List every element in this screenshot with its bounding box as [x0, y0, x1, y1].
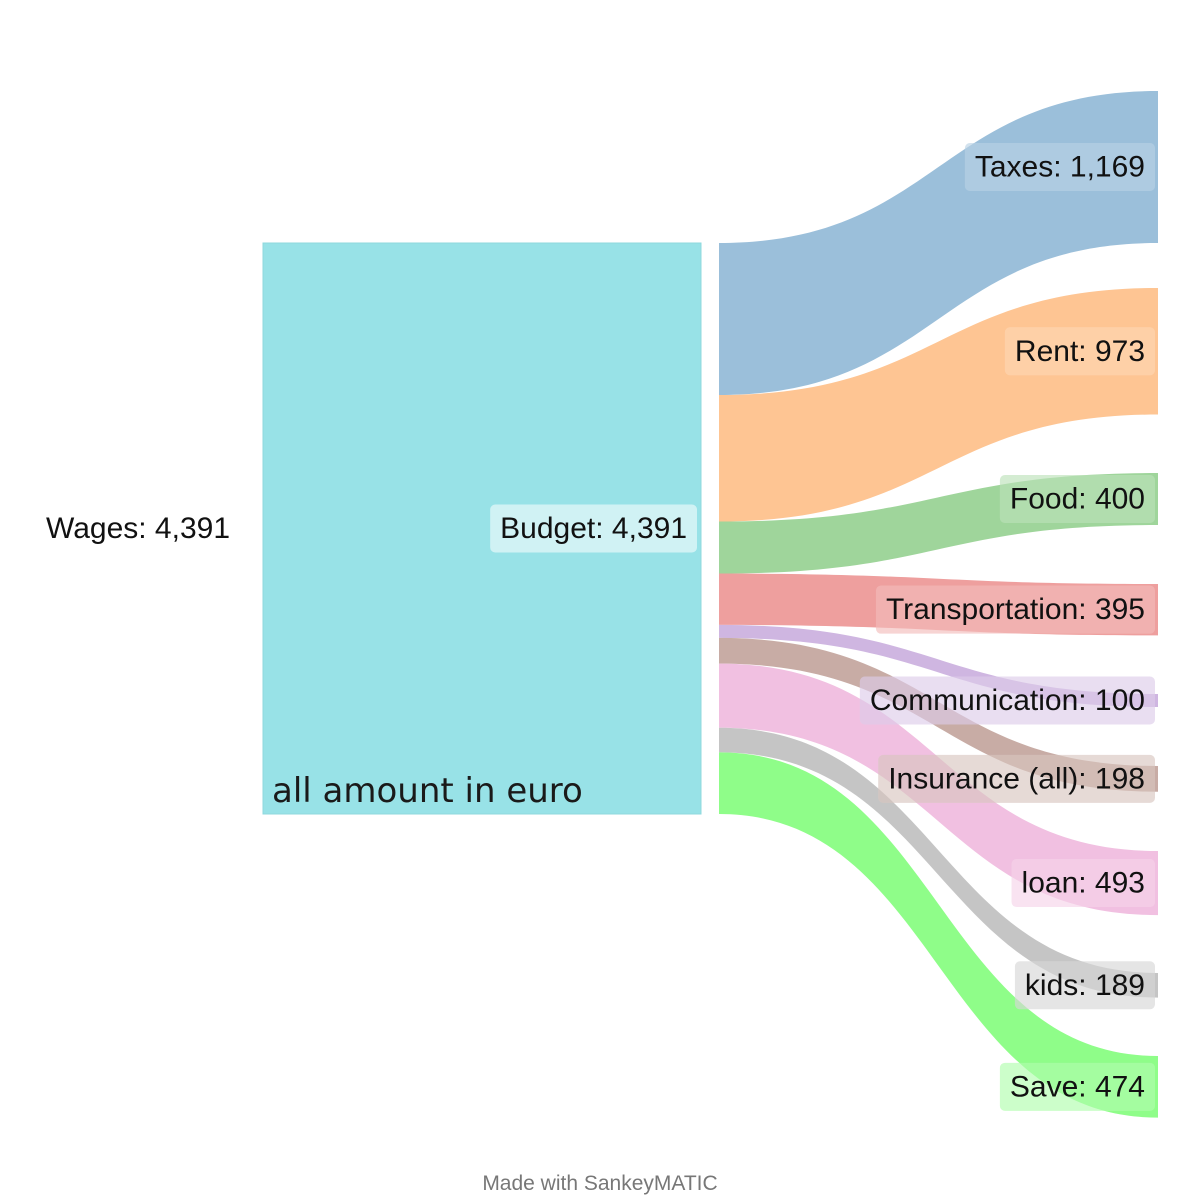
label-wages: Wages: 4,391 [46, 512, 230, 545]
label-bg-light-food [999, 475, 1155, 524]
label-bg-light-rent [1004, 327, 1155, 376]
label-bg-communication [859, 676, 1155, 725]
label-loan: loan: 493 [1022, 867, 1145, 900]
label-bg-kids [1014, 961, 1155, 1010]
flow-loan [719, 663, 1158, 916]
label-bg-light-communication [859, 676, 1155, 725]
label-bg-budget [490, 504, 697, 553]
label-bg-light-loan [1011, 859, 1155, 908]
label-taxes: Taxes: 1,169 [975, 151, 1145, 184]
label-bg-food [999, 475, 1155, 524]
label-bg-save [999, 1062, 1155, 1111]
label-save: Save: 474 [1010, 1070, 1145, 1103]
label-bg-light-kids [1014, 961, 1155, 1010]
label-rent: Rent: 973 [1015, 335, 1145, 368]
flow-insurance [719, 637, 1158, 792]
flow-communication [719, 624, 1158, 708]
label-bg-light-insurance [878, 754, 1155, 803]
credit-text: Made with SankeyMATIC [482, 1172, 717, 1195]
label-communication: Communication: 100 [870, 684, 1145, 717]
units-note: all amount in euro [272, 771, 583, 811]
flow-kids [719, 727, 1158, 998]
label-bg-light-taxes [964, 143, 1155, 192]
labels-layer: Taxes: 1,169 Rent: 973 Food: 400 Transporta… [46, 143, 1155, 1111]
label-bg-loan [1011, 859, 1155, 908]
label-bg-transportation [875, 585, 1155, 634]
flows-layer [719, 91, 1158, 1118]
label-bg-rent [1004, 327, 1155, 376]
label-bg-light-transportation [875, 585, 1155, 634]
flow-food [719, 473, 1158, 574]
label-bg-insurance [878, 754, 1155, 803]
label-budget: Budget: 4,391 [500, 512, 687, 545]
flow-taxes [719, 91, 1158, 396]
label-bg-light-save [999, 1062, 1155, 1111]
flow-rent [719, 288, 1158, 522]
label-transportation: Transportation: 395 [886, 593, 1145, 626]
flow-save [719, 752, 1158, 1118]
label-insurance: Insurance (all): 198 [888, 762, 1145, 795]
label-bg-taxes [964, 143, 1155, 192]
flow-transportation [719, 573, 1158, 636]
label-food: Food: 400 [1010, 483, 1145, 516]
label-kids: kids: 189 [1025, 969, 1145, 1002]
